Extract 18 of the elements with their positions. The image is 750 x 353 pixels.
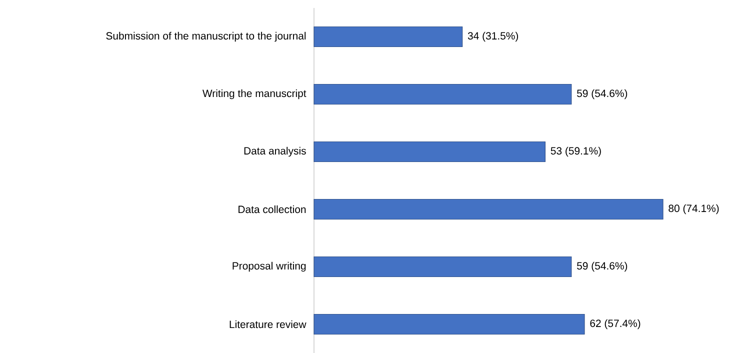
bar [314,84,572,105]
data-label: 59 (54.6%) [577,89,628,100]
data-label: 53 (59.1%) [550,146,601,157]
data-label: 59 (54.6%) [577,262,628,272]
data-label: 80 (74.1%) [668,204,719,214]
y-tick-label: Proposal writing [232,262,306,272]
y-tick-label: Writing the manuscript [202,89,306,100]
data-label: 62 (57.4%) [590,319,640,330]
data-label: 34 (31.5%) [468,32,518,42]
y-tick-label: Data collection [238,205,306,214]
bar [314,26,463,48]
bar [314,141,546,162]
y-tick-label: Submission of the manuscript to the journal [106,32,306,42]
bar [314,198,664,220]
bar [314,256,572,278]
y-tick-label: Literature review [230,320,306,328]
bar [314,314,585,335]
y-tick-label: Data analysis [244,146,306,157]
